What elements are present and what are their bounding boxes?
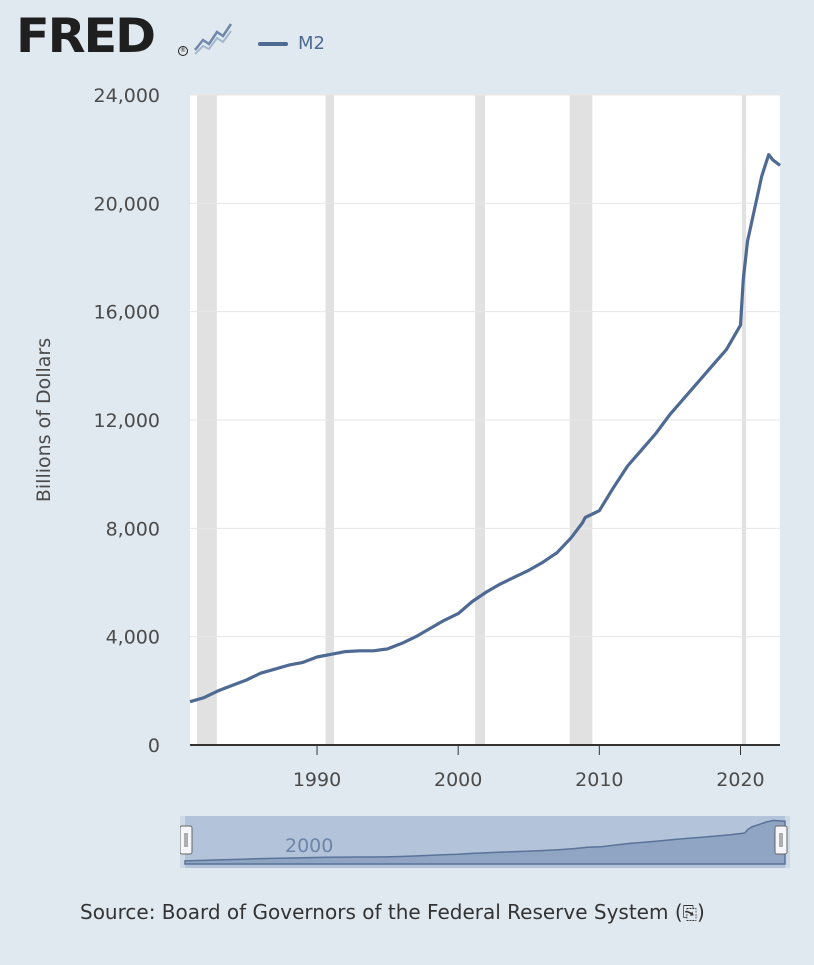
- registered-mark: ®: [178, 46, 188, 56]
- x-tick-label: 2010: [575, 769, 623, 791]
- header: FRED ® M2: [16, 9, 416, 64]
- x-tick-label: 2020: [716, 769, 764, 791]
- x-tick-label: 2000: [434, 769, 482, 791]
- y-tick-label: 8,000: [106, 518, 160, 540]
- y-tick-label: 24,000: [94, 85, 160, 107]
- y-tick-label: 4,000: [106, 627, 160, 649]
- source-close: ): [697, 900, 705, 924]
- range-navigator[interactable]: [180, 812, 790, 868]
- source-line: Source: Board of Governors of the Federa…: [80, 900, 705, 924]
- y-tick-label: 16,000: [94, 302, 160, 324]
- series-layer: [189, 153, 781, 704]
- y-tick-label: 20,000: [94, 193, 160, 215]
- x-tick-label: 1990: [293, 769, 341, 791]
- navigator-handle-left[interactable]: [180, 825, 193, 855]
- trend-line-icon: [191, 18, 235, 56]
- y-axis-ticks: 0 4,000 8,000 12,000 16,000 20,000 24,000: [94, 85, 160, 757]
- navigator-series: [184, 819, 786, 865]
- gridlines: [190, 94, 780, 638]
- legend-line-swatch: [258, 42, 288, 46]
- source-text: Source: Board of Governors of the Federa…: [80, 900, 683, 924]
- navigator-axis-label: 2000: [285, 835, 334, 857]
- fred-logo[interactable]: FRED: [16, 9, 156, 64]
- y-tick-label: 0: [148, 735, 160, 757]
- x-axis-ticks: 1990 2000 2010 2020: [293, 745, 765, 791]
- y-tick-label: 12,000: [94, 410, 160, 432]
- share-icon[interactable]: ⎘: [682, 903, 698, 924]
- legend-series-label: M2: [298, 33, 325, 54]
- series-line-m2[interactable]: [189, 153, 781, 704]
- y-axis-title: Billions of Dollars: [33, 338, 55, 502]
- navigator-handle-right[interactable]: [774, 825, 788, 855]
